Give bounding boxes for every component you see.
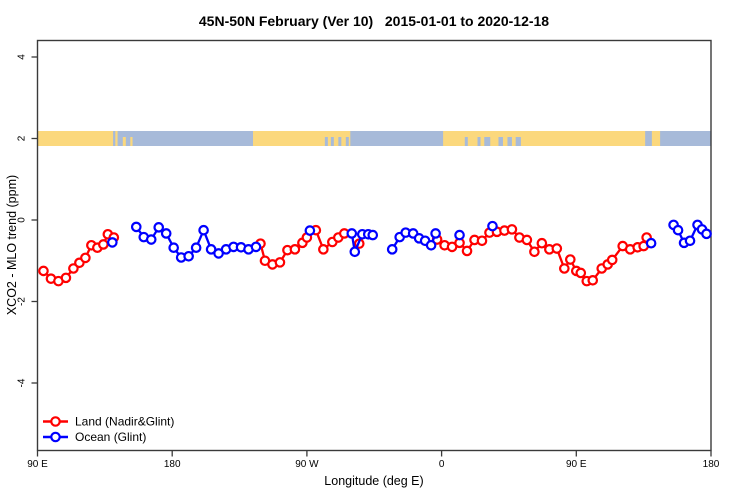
data-point [107, 237, 118, 248]
x-tick-label: 90 E [566, 459, 587, 470]
data-point [606, 254, 618, 266]
data-point [461, 245, 473, 257]
legend-marker [50, 431, 61, 443]
data-point [672, 224, 684, 236]
y-axis-label: XCO2 - MLO trend (ppm) [5, 174, 19, 316]
data-point [318, 244, 329, 255]
y-axis: -4 -2 0 2 4 [17, 54, 38, 387]
data-point [160, 228, 172, 239]
legend-marker [50, 416, 61, 427]
data-point [476, 235, 488, 247]
data-point [559, 263, 570, 274]
data-point [289, 244, 301, 255]
data-point [425, 239, 437, 251]
data-point [250, 241, 262, 253]
data-point [645, 237, 657, 249]
data-point [536, 237, 548, 249]
data-point [430, 228, 441, 239]
y-tick-label: 0 [17, 217, 28, 223]
x-tick-label: 90 E [27, 459, 48, 470]
x-tick-label: 180 [164, 459, 181, 470]
data-point [506, 224, 518, 235]
land-ocean-map-band [37, 131, 711, 146]
data-point [551, 243, 563, 254]
data-point [454, 229, 465, 241]
data-point [587, 275, 599, 286]
y-tick-label: -4 [17, 378, 28, 387]
x-tick-label: 0 [439, 459, 445, 470]
data-point [701, 228, 712, 240]
series-ocean [107, 219, 712, 263]
data-point [349, 246, 361, 258]
data-point [98, 239, 109, 250]
x-axis: 90 E 180 90 W 0 90 E 180 [27, 450, 720, 470]
data-point [565, 254, 576, 265]
data-point [130, 221, 142, 233]
data-point [190, 242, 202, 254]
y-tick-label: -2 [17, 297, 28, 306]
data-point [145, 234, 157, 245]
data-point [274, 257, 286, 268]
data-point [304, 225, 316, 236]
data-point [575, 267, 587, 279]
y-tick-label: 2 [17, 135, 28, 141]
data-point [68, 263, 79, 274]
data-point [386, 244, 398, 255]
data-point [198, 224, 209, 236]
data-point [367, 229, 379, 241]
data-point [529, 246, 540, 258]
data-point [153, 222, 165, 233]
x-tick-label: 90 W [295, 459, 319, 470]
data-point [168, 242, 179, 254]
data-point [684, 235, 696, 247]
data-point [346, 228, 358, 239]
data-point [60, 272, 72, 284]
data-point [521, 234, 533, 246]
y-tick-label: 4 [17, 54, 28, 60]
data-point [183, 250, 194, 262]
data-point [38, 265, 49, 277]
chart-title: 45N-50N February (Ver 10) 2015-01-01 to … [198, 13, 550, 29]
data-point [487, 220, 498, 232]
x-axis-label: Longitude (deg E) [324, 474, 424, 488]
x-tick-label: 180 [703, 459, 720, 470]
legend: Land (Nadir&Glint)Ocean (Glint) [43, 415, 174, 444]
plot-box [36, 39, 712, 452]
legend-label: Land (Nadir&Glint) [75, 415, 174, 429]
data-point [80, 252, 91, 264]
legend-label: Ocean (Glint) [75, 430, 146, 444]
series-land [38, 224, 652, 287]
